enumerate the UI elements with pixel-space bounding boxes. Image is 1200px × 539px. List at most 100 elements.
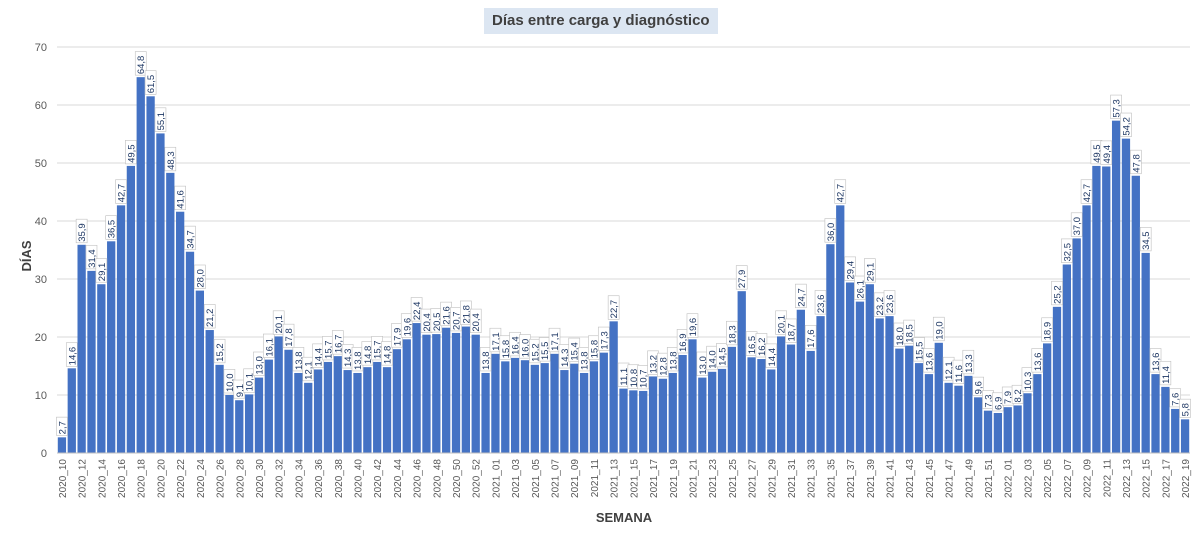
bar-2020_28	[235, 400, 244, 453]
data-label-text: 29,4	[846, 261, 857, 280]
data-label-text: 18,9	[1043, 322, 1054, 341]
data-label-text: 19,6	[688, 318, 699, 337]
bar-2020_15	[107, 241, 116, 453]
bar-2021_30	[776, 336, 786, 453]
data-label: 25,2	[1051, 280, 1063, 306]
data-label: 5,8	[1179, 398, 1192, 418]
data-label: 13,3	[962, 349, 975, 375]
bar-2020_41	[363, 367, 372, 453]
bar-2020_24	[195, 290, 204, 453]
bar-2020_49	[442, 327, 451, 453]
data-label-box	[1110, 94, 1122, 119]
data-label-text: 11,6	[954, 365, 965, 383]
data-label-text: 13,6	[924, 353, 935, 372]
data-label-text: 13,0	[254, 356, 265, 375]
x-tick-label: 2022_19	[1181, 459, 1192, 498]
x-tick-label: 2022_05	[1043, 459, 1054, 498]
data-label: 19,6	[400, 313, 413, 338]
x-tick-label: 2021_25	[728, 459, 739, 498]
data-label: 21,8	[460, 300, 472, 325]
data-label: 17,1	[548, 327, 561, 353]
data-label-text: 57,3	[1112, 99, 1123, 118]
bar-2021_13	[609, 321, 618, 453]
x-tick-label: 2020_30	[255, 459, 266, 498]
data-label-text: 16,4	[511, 336, 522, 355]
data-label-box	[85, 244, 98, 270]
data-label-text: 18,5	[905, 324, 916, 343]
bar-2020_27	[225, 395, 234, 453]
data-label-text: 20,4	[471, 313, 482, 332]
bar-2020_11	[67, 368, 76, 453]
data-label: 57,3	[1110, 94, 1123, 119]
data-label: 18,5	[903, 319, 916, 345]
data-label-text: 22,7	[609, 300, 620, 319]
data-label-text: 32,5	[1062, 243, 1073, 262]
x-tick-label: 2020_36	[314, 459, 325, 498]
data-label-text: 36,0	[826, 223, 837, 242]
x-tick-label: 2020_26	[216, 459, 227, 498]
data-label-text: 31,4	[87, 249, 98, 268]
x-tick-label: 2021_39	[866, 459, 877, 498]
bar-2021_18	[658, 378, 668, 453]
data-label: 55,1	[154, 107, 167, 132]
x-tick-label: 2021_03	[511, 459, 522, 498]
bar-2021_03	[510, 357, 520, 453]
bar-2022_08	[1072, 238, 1081, 453]
bar-2020_42	[373, 361, 382, 453]
data-label-box	[607, 295, 620, 320]
data-label-text: 15,7	[323, 340, 334, 359]
data-label-text: 7,9	[1003, 391, 1014, 404]
data-label-text: 13,8	[668, 351, 679, 370]
y-tick-label: 40	[35, 216, 47, 228]
bar-2022_07	[1062, 264, 1071, 453]
data-label-box	[1179, 398, 1191, 418]
data-label-text: 23,6	[816, 295, 827, 314]
bar-2021_10	[579, 372, 589, 453]
data-label: 15,7	[371, 336, 384, 361]
bar-2021_38	[855, 301, 865, 453]
bar-2022_04	[1033, 374, 1042, 453]
data-label-text: 15,5	[915, 342, 926, 361]
data-label: 11,4	[1159, 360, 1172, 386]
data-label-text: 14,4	[767, 348, 778, 367]
bar-2021_28	[757, 359, 766, 453]
data-label: 15,2	[213, 338, 226, 364]
bar-2021_40	[875, 318, 884, 453]
data-label-box	[105, 215, 117, 240]
data-label-box	[65, 342, 78, 367]
bar-2021_12	[599, 352, 608, 453]
data-label: 23,6	[883, 290, 896, 315]
data-label: 19,6	[686, 313, 699, 338]
data-label: 17,3	[597, 326, 610, 351]
data-label: 15,7	[322, 336, 334, 361]
data-label-text: 17,6	[806, 329, 817, 348]
data-label-box	[282, 323, 295, 349]
bar-2021_43	[905, 345, 914, 453]
data-label-box	[735, 265, 748, 290]
data-label-text: 26,1	[855, 280, 866, 299]
data-label-box	[1061, 238, 1073, 263]
data-label-text: 36,5	[107, 220, 118, 239]
x-tick-label: 2020_44	[393, 459, 404, 498]
data-label-text: 19,0	[934, 321, 945, 340]
x-tick-label: 2022_17	[1161, 459, 1172, 498]
data-label: 13,6	[1149, 348, 1162, 373]
x-tick-label: 2021_15	[629, 459, 640, 498]
data-label-text: 16,1	[264, 338, 275, 357]
data-label: 61,5	[144, 70, 157, 95]
data-label-box	[479, 347, 492, 372]
bar-2020_35	[304, 382, 313, 453]
data-label: 12,1	[302, 356, 315, 382]
x-tick-label: 2021_43	[905, 459, 916, 498]
bar-2020_38	[333, 356, 342, 453]
data-label-text: 14,3	[560, 349, 571, 368]
data-label: 20,4	[469, 308, 482, 333]
data-label-box	[1070, 212, 1083, 237]
bar-2022_16	[1151, 374, 1160, 453]
data-label-text: 20,7	[452, 311, 463, 330]
data-label-text: 42,7	[117, 184, 128, 203]
data-label-text: 14,6	[67, 347, 78, 366]
data-label-text: 37,0	[1072, 217, 1083, 236]
bar-2020_20	[156, 133, 165, 454]
bar-2020_22	[176, 211, 185, 453]
